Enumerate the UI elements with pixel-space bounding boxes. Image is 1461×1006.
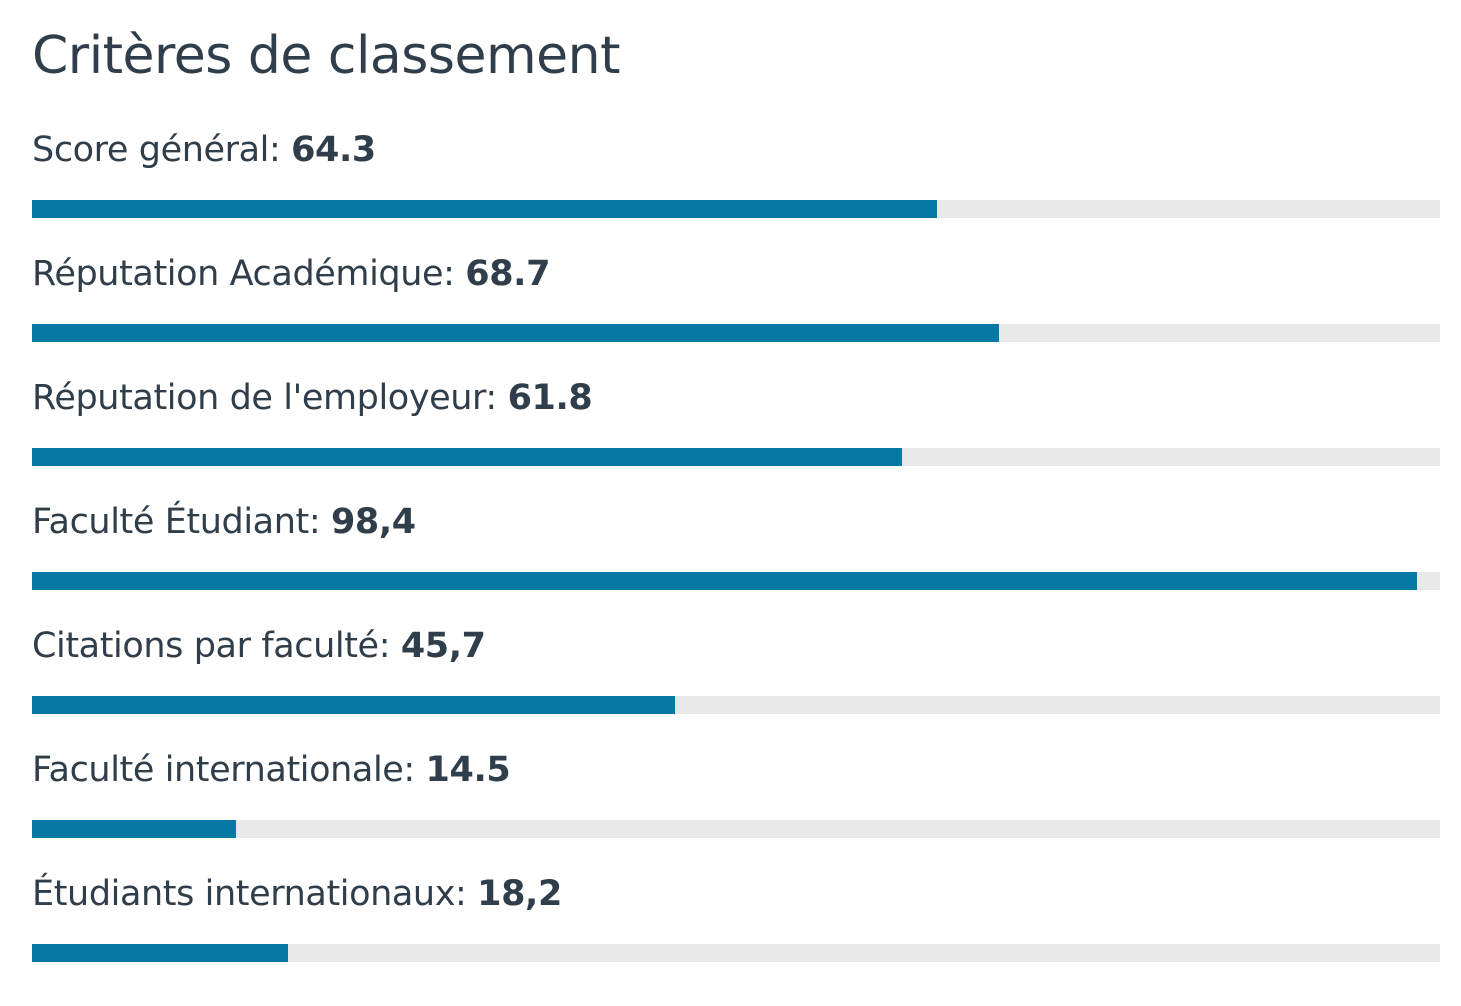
criterion-label-row: Réputation de l'employeur: 61.8 <box>32 376 1440 420</box>
criterion-value: 18,2 <box>477 874 562 914</box>
criterion-value: 61.8 <box>507 378 593 418</box>
criterion-employer-reputation: Réputation de l'employeur: 61.8 <box>32 376 1440 466</box>
criterion-value: 64.3 <box>291 130 376 170</box>
progress-bar-fill <box>32 324 1000 342</box>
criterion-label-row: Score général: 64.3 <box>32 128 1440 172</box>
progress-bar-fill <box>32 200 938 218</box>
criterion-label-row: Citations par faculté: 45,7 <box>32 624 1440 668</box>
progress-bar-fill <box>32 448 903 466</box>
criterion-label: Faculté Étudiant: <box>32 502 321 542</box>
criterion-label: Citations par faculté: <box>32 626 391 666</box>
criterion-label: Réputation de l'employeur: <box>32 378 497 418</box>
criterion-label: Réputation Académique: <box>32 254 455 294</box>
progress-bar-track <box>32 324 1440 342</box>
criterion-academic-reputation: Réputation Académique: 68.7 <box>32 252 1440 342</box>
criterion-value: 14.5 <box>425 750 511 790</box>
progress-bar-fill <box>32 572 1418 590</box>
progress-bar-track <box>32 944 1440 962</box>
ranking-criteria-panel: Critères de classement Score général: 64… <box>32 0 1440 1006</box>
criterion-international-students: Étudiants internationaux: 18,2 <box>32 872 1440 962</box>
progress-bar-track <box>32 448 1440 466</box>
progress-bar-track <box>32 696 1440 714</box>
criterion-label: Score général: <box>32 130 281 170</box>
criterion-label: Faculté internationale: <box>32 750 415 790</box>
criterion-label-row: Faculté Étudiant: 98,4 <box>32 500 1440 544</box>
criterion-citations-per-faculty: Citations par faculté: 45,7 <box>32 624 1440 714</box>
progress-bar-fill <box>32 944 289 962</box>
progress-bar-track <box>32 820 1440 838</box>
criterion-label-row: Étudiants internationaux: 18,2 <box>32 872 1440 916</box>
progress-bar-track <box>32 200 1440 218</box>
progress-bar-fill <box>32 696 676 714</box>
criterion-international-faculty: Faculté internationale: 14.5 <box>32 748 1440 838</box>
criterion-value: 68.7 <box>465 254 551 294</box>
progress-bar-fill <box>32 820 237 838</box>
panel-title: Critères de classement <box>32 26 620 86</box>
progress-bar-track <box>32 572 1440 590</box>
criterion-value: 98,4 <box>330 502 416 542</box>
criterion-value: 45,7 <box>400 626 486 666</box>
criterion-overall-score: Score général: 64.3 <box>32 128 1440 218</box>
criterion-label: Étudiants internationaux: <box>32 874 467 914</box>
criterion-faculty-student: Faculté Étudiant: 98,4 <box>32 500 1440 590</box>
criterion-label-row: Réputation Académique: 68.7 <box>32 252 1440 296</box>
criterion-label-row: Faculté internationale: 14.5 <box>32 748 1440 792</box>
